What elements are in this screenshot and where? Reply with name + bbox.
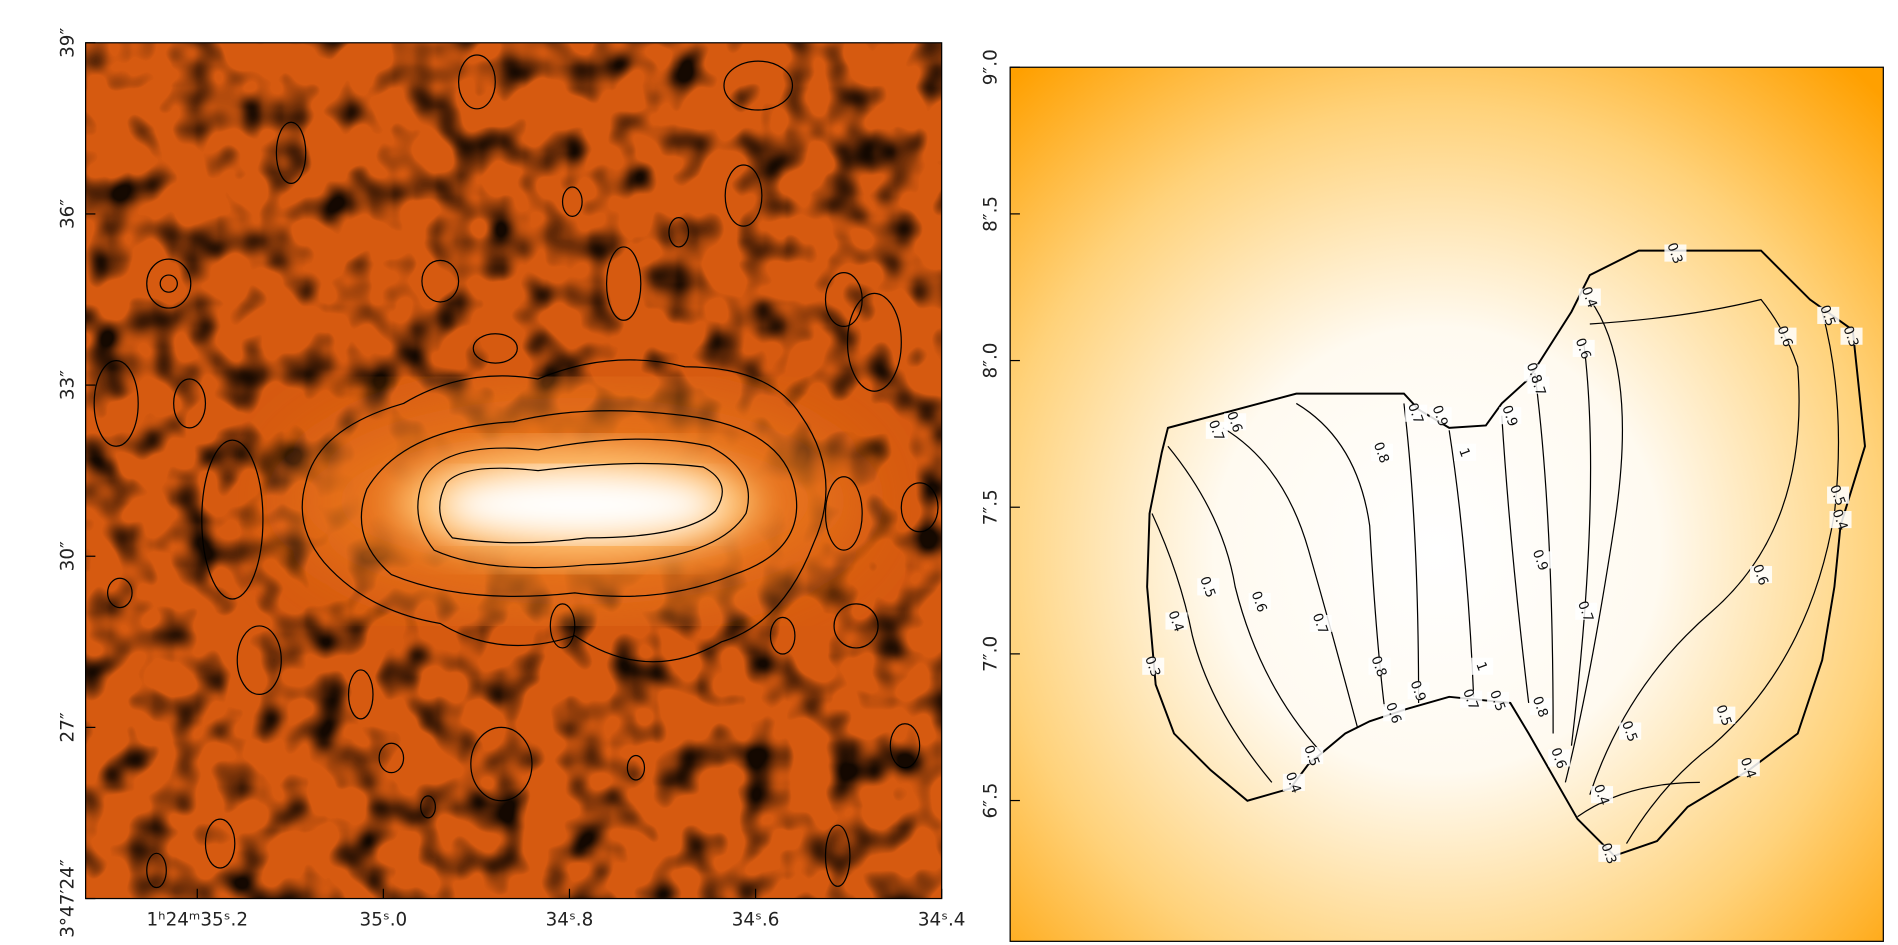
y-tick-label: 39″ (57, 28, 78, 58)
y-tick-label: 7″.5 (981, 489, 1002, 525)
y-tick-label: 8″.0 (981, 343, 1002, 379)
x-tick-label: 34ˢ.8 (546, 909, 594, 930)
y-tick-label: 6″.5 (981, 783, 1002, 819)
right-map (1010, 67, 1883, 941)
page: {"chart_data": [ {"type": "image", "xlim… (0, 0, 1898, 945)
x-tick-label: 34ˢ.4 (918, 909, 966, 930)
x-tick-label: 1ʰ24ᵐ35ˢ.2 (147, 909, 248, 930)
y-tick-label: 9″.0 (981, 49, 1002, 85)
y-tick-label: 7″.0 (981, 636, 1002, 672)
y-tick-label: 36″ (57, 199, 78, 229)
y-tick-label: 30″ (57, 541, 78, 571)
x-tick-label: 35ˢ.0 (360, 909, 408, 930)
left-image (86, 43, 942, 899)
y-tick-label: 27″ (57, 712, 78, 742)
y-tick-label: 33″ (57, 370, 78, 400)
y-tick-label: 8″.5 (981, 196, 1002, 232)
x-tick-label: 34ˢ.6 (732, 909, 780, 930)
y-tick-label: 3°47′24″ (57, 859, 78, 938)
map-background (1010, 67, 1883, 941)
figure: 3°47′24″ 27″ 30″ 33″ 36″ 39″ 1ʰ24ᵐ35ˢ.2 35ˢ.0 34… (0, 0, 1898, 945)
